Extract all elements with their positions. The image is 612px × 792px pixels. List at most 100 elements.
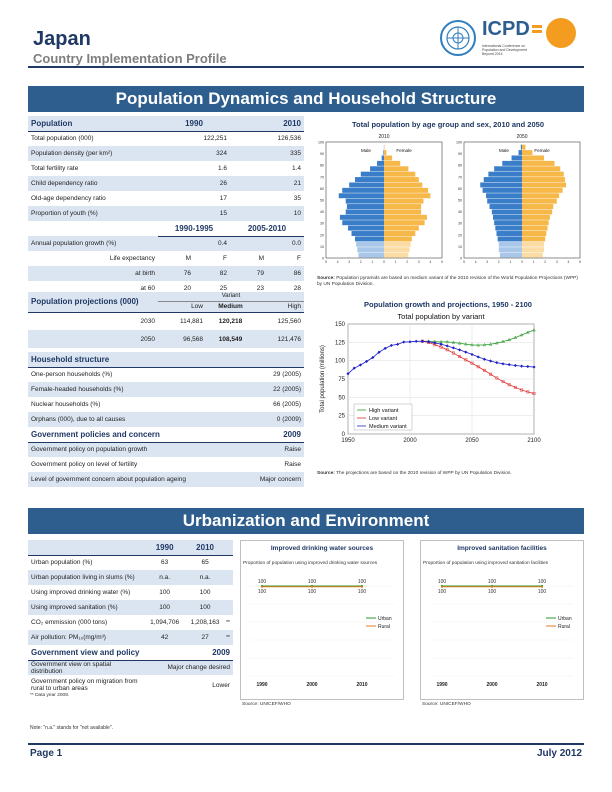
male-bar	[349, 182, 384, 188]
female-bar	[522, 150, 533, 156]
female-bar	[522, 144, 526, 150]
male-bar	[491, 209, 522, 215]
table-row: Air pollution: PM₁₀(mg/m³) 42 27 **	[28, 630, 233, 645]
pct-tick-label: 3	[348, 260, 350, 264]
female-bar	[522, 252, 543, 258]
table-row: Population density (per km²) 324 335	[28, 146, 304, 161]
projections-heading: Population projections (000)	[28, 292, 158, 313]
pct-tick-label: 4	[568, 260, 570, 264]
male-bar	[494, 220, 522, 226]
pct-tick-label: 2	[406, 260, 408, 264]
projection-source: Source: The projections are based on the…	[317, 471, 579, 477]
footer-rule	[28, 743, 584, 745]
pct-tick-label: 3	[556, 260, 558, 264]
age-tick-label: 70	[458, 175, 462, 179]
x-tick-label: 2010	[356, 682, 367, 688]
data-point	[463, 342, 468, 346]
pct-tick-label: 1	[372, 260, 374, 264]
section-banner-population: Population Dynamics and Household Struct…	[28, 86, 584, 112]
section-banner-urbanization: Urbanization and Environment	[28, 508, 584, 534]
header-rule	[28, 66, 584, 68]
age-tick-label: 100	[456, 141, 462, 145]
male-bar	[499, 252, 522, 258]
pct-tick-label: 4	[337, 260, 339, 264]
female-bar	[522, 160, 555, 166]
projection-line-chart: Total population by variant 0 25 50 75 100 125…	[320, 312, 541, 444]
data-point	[445, 348, 449, 352]
age-tick-label: 80	[458, 164, 462, 168]
data-point	[507, 337, 512, 342]
age-tick-label: 100	[318, 141, 324, 145]
table-row: Government policy on level of fertility R…	[31, 461, 301, 468]
male-label: Male	[361, 148, 371, 153]
table-row: Child dependency ratio 26 21	[28, 176, 304, 191]
table-row: Female-headed households (%) 22 (2005)	[28, 382, 304, 397]
table-row: Total fertility rate 1.6 1.4	[31, 165, 301, 172]
data-point	[352, 366, 356, 370]
male-bar	[520, 144, 522, 150]
y-tick-label: 100	[335, 359, 346, 365]
variant-medium: Medium	[206, 301, 255, 313]
value-label: 100	[488, 589, 497, 595]
table-row: Total population (000) 122,251 126,536	[31, 135, 301, 143]
female-bar	[384, 214, 427, 220]
female-bar	[384, 155, 393, 161]
table-row: Level of government concern about popula…	[28, 472, 304, 487]
data-point	[513, 385, 517, 389]
life-expectancy-header: Life expectancy M F M F	[109, 255, 301, 262]
age-tick-label: 30	[458, 222, 462, 226]
data-point	[482, 368, 486, 372]
age-tick-label: 70	[320, 175, 324, 179]
female-label: Female	[534, 148, 550, 153]
table-row: Old-age dependency ratio 17 35	[31, 195, 301, 202]
male-bar	[356, 241, 384, 247]
data-point	[520, 388, 524, 392]
data-point	[482, 342, 487, 347]
period-header-row: 1990-1995 2005-2010	[28, 221, 304, 237]
data-point	[488, 342, 493, 346]
male-bar	[342, 220, 384, 226]
table-row: Proportion of youth (%) 15 10	[28, 206, 304, 221]
pyramid-source-text: Population pyramids are based on medium …	[317, 276, 578, 287]
female-bar	[384, 231, 416, 236]
male-label: Male	[499, 148, 509, 153]
period-1990-1995: 1990-1995	[158, 221, 230, 237]
age-tick-label: 50	[458, 199, 462, 203]
table-row: 2030 114,881 120,218 125,560	[140, 317, 301, 325]
legend-label: High variant	[369, 408, 399, 414]
legend-label: Rural	[558, 624, 570, 630]
male-bar	[483, 177, 522, 183]
male-bar	[494, 166, 522, 172]
data-point	[495, 361, 499, 365]
data-point	[501, 362, 505, 366]
female-bar	[384, 160, 401, 166]
data-point	[532, 392, 536, 395]
data-point	[501, 339, 505, 343]
data-point	[490, 585, 494, 588]
data-point	[513, 335, 518, 339]
age-tick-label: 50	[320, 199, 324, 203]
table-row: One-person households (%) 29 (2005)	[31, 371, 301, 379]
value-label: 100	[358, 589, 367, 595]
sanitation-source: Source: UNICEF/WHO	[422, 702, 471, 707]
data-point	[451, 351, 455, 355]
data-point	[440, 585, 444, 588]
table-row: Nuclear households (%) 66 (2005)	[31, 401, 301, 408]
pct-tick-label: 1	[510, 260, 512, 264]
data-point	[470, 352, 474, 357]
publication-date: July 2012	[536, 748, 582, 759]
value-label: 100	[438, 579, 447, 585]
x-tick-label: 2010	[536, 682, 547, 688]
table-row: Government policy on population growth Ra…	[28, 442, 304, 457]
data-point	[360, 585, 364, 588]
data-point	[476, 343, 481, 347]
period-2005-2010: 2005-2010	[230, 221, 304, 237]
pyramid-source: Source: Population pyramids are based on…	[317, 276, 579, 288]
age-tick-label: 10	[320, 245, 324, 249]
data-point	[540, 585, 544, 588]
male-bar	[498, 247, 522, 253]
pyramid-year-label: 2050	[516, 134, 527, 140]
projections-table: Population projections (000) Variant Low…	[28, 292, 304, 366]
pct-tick-label: 3	[486, 260, 488, 264]
table-row: CO₂ emmission (000 tons) 1,094,706 1,208,1…	[31, 619, 230, 626]
